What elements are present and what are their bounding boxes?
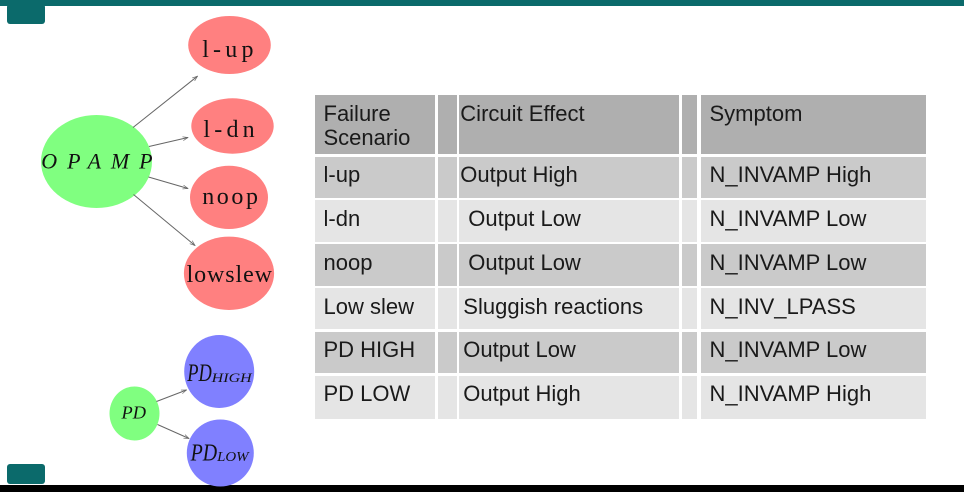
svg-text:PD: PD [190,440,217,466]
svg-text:noop: noop [202,184,260,210]
svg-text:PD: PD [120,402,146,422]
svg-text:lowslew: lowslew [187,262,273,288]
svg-text:OPAMP: OPAMP [41,148,162,173]
svg-text:PD: PD [187,360,212,387]
svg-text:LOW: LOW [216,449,251,464]
svg-text:l-dn: l-dn [203,117,258,143]
svg-text:l-up: l-up [202,37,257,63]
svg-text:HIGH: HIGH [210,370,252,385]
